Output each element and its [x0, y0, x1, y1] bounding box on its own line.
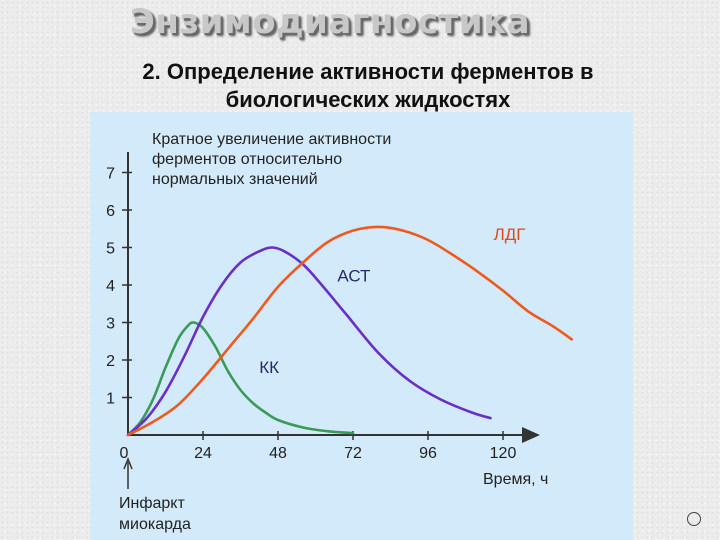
x-tick-label-72: 72 [344, 445, 362, 462]
series-ast-line [126, 246, 492, 437]
y-tick-label-5: 5 [106, 241, 115, 258]
series-ldg-label: ЛДГ [494, 225, 526, 244]
event-arrow-head [123, 456, 133, 470]
subtitle-line-2: биологических жидкостях [225, 87, 511, 112]
slide-nav-circle[interactable] [687, 512, 701, 526]
chart-panel: 1 2 3 4 5 6 7 0 24 48 72 96 120 Кратное увеличение ак… [90, 112, 633, 540]
x-tick-label-24: 24 [194, 445, 212, 462]
slide-subtitle: 2. Определение активности ферментов в би… [0, 58, 720, 114]
y-tick-label-2: 2 [106, 353, 115, 370]
y-axis-label-line-1: Кратное увеличение активности [152, 131, 391, 148]
y-tick-label-3: 3 [106, 316, 115, 333]
y-tick-label-4: 4 [106, 278, 115, 295]
enzyme-activity-chart: 1 2 3 4 5 6 7 0 24 48 72 96 120 Кратное увеличение ак… [106, 131, 574, 533]
x-tick-label-48: 48 [269, 445, 287, 462]
y-tick-label-1: 1 [106, 391, 115, 408]
event-label-line-1: Инфаркт [119, 495, 185, 512]
series-ldg-line [126, 225, 574, 437]
x-tick-label-120: 120 [490, 445, 517, 462]
y-tick-label-7: 7 [106, 166, 115, 183]
y-axis-label-line-2: ферментов относительно [152, 151, 342, 168]
event-label-line-2: миокарда [119, 516, 191, 533]
series-ast-label: АСТ [337, 266, 370, 285]
subtitle-line-1: 2. Определение активности ферментов в [142, 59, 594, 84]
x-tick-label-0: 0 [120, 445, 129, 462]
slide-title: Энзимодиагностика [129, 2, 531, 42]
y-axis-label-line-3: нормальных значений [152, 171, 318, 188]
x-tick-label-96: 96 [419, 445, 437, 462]
series-kk-label: КК [259, 358, 279, 377]
x-axis-label: Время, ч [483, 471, 548, 488]
y-tick-label-6: 6 [106, 203, 115, 220]
series-kk-line [126, 321, 355, 437]
